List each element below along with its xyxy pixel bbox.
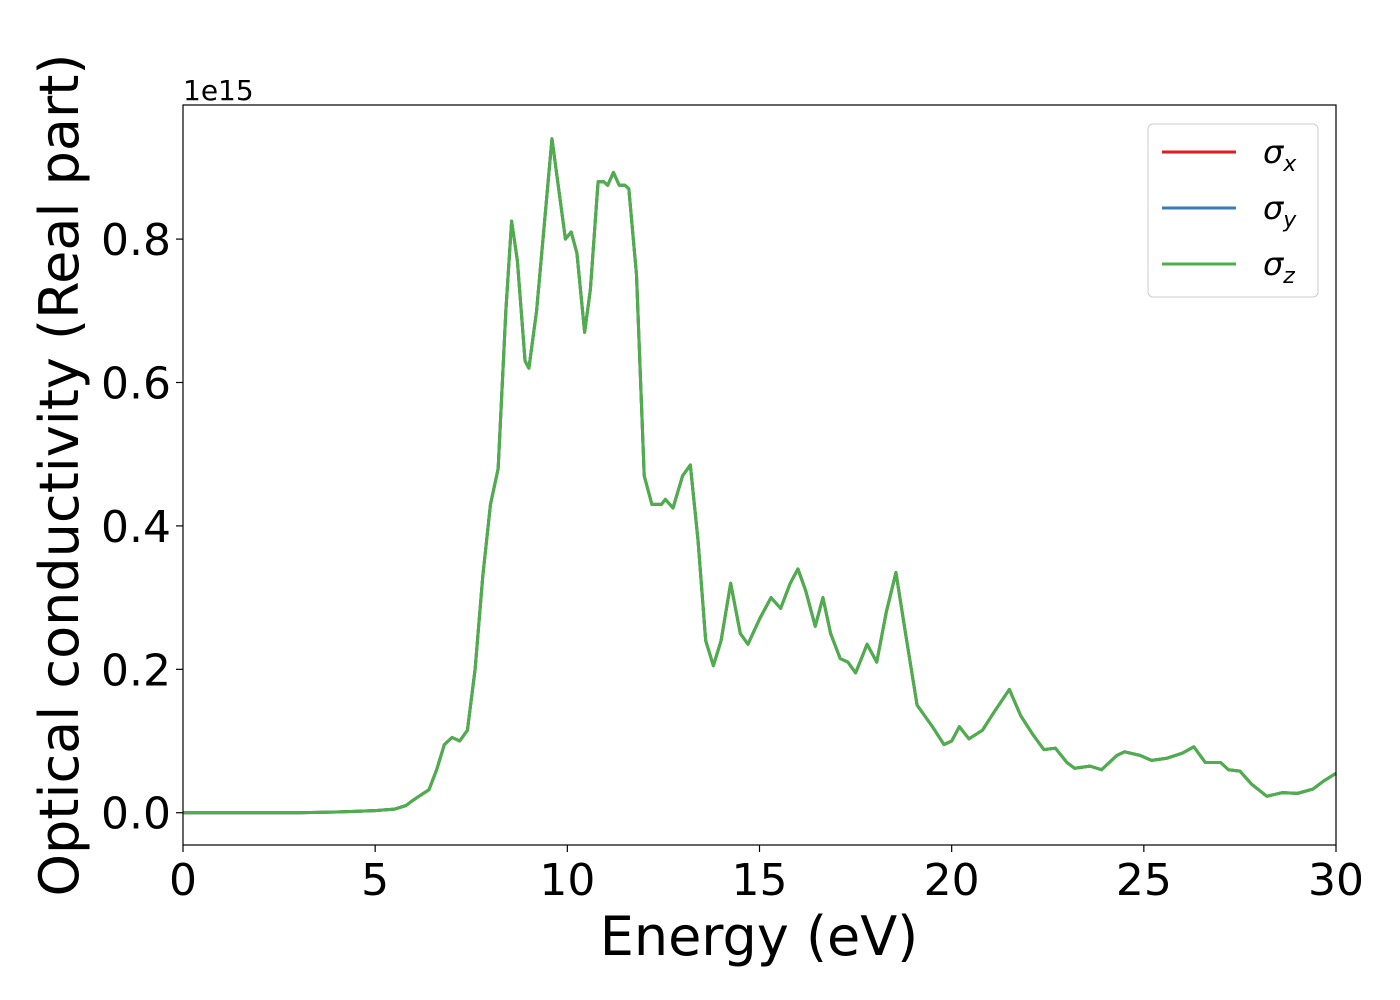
- x-tick-label: 20: [924, 855, 980, 906]
- x-tick-label: 5: [361, 855, 389, 906]
- y-tick-label: 0.0: [101, 789, 171, 840]
- series-line: [183, 137, 1337, 815]
- x-tick-label: 25: [1116, 855, 1172, 906]
- legend-label: σy: [1263, 189, 1297, 233]
- x-axis-label: Energy (eV): [600, 905, 919, 968]
- y-axis-label: Optical conductivity (Real part): [28, 54, 91, 897]
- y-tick-label: 0.4: [101, 502, 171, 553]
- legend-label: σz: [1263, 245, 1295, 289]
- legend-box: [1147, 123, 1319, 298]
- x-tick-label: 0: [169, 855, 197, 906]
- y-tick-label: 0.8: [101, 215, 171, 266]
- x-tick-label: 30: [1308, 855, 1364, 906]
- y-tick-label: 0.2: [101, 645, 171, 696]
- x-tick-label: 10: [539, 855, 595, 906]
- x-tick-label: 15: [732, 855, 788, 906]
- legend-label: σx: [1263, 133, 1297, 177]
- y-tick-label: 0.6: [101, 359, 171, 410]
- y-offset-label: 1e15: [183, 74, 254, 107]
- plot-frame: [182, 104, 1337, 846]
